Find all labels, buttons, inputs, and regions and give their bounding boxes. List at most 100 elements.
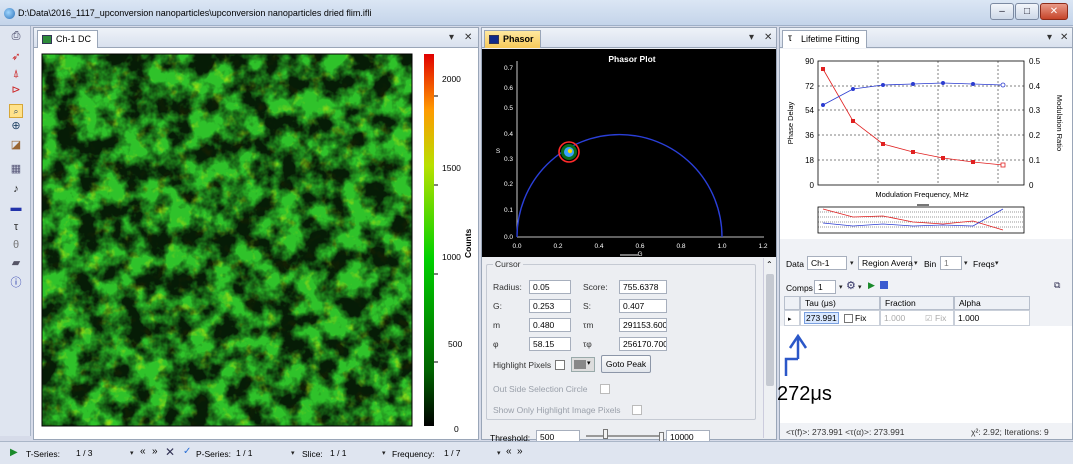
chevron-down-icon[interactable]: ▾: [914, 260, 918, 267]
settings-gear-icon[interactable]: ⚙: [846, 280, 856, 292]
pin-icon[interactable]: ▾: [449, 32, 455, 43]
tm-field[interactable]: 291153.600: [619, 318, 667, 332]
chevron-down-icon[interactable]: ▾: [839, 284, 843, 291]
row-selector[interactable]: ▸: [784, 310, 800, 326]
chevron-down-icon[interactable]: ▾: [497, 450, 501, 457]
first-icon[interactable]: «: [140, 446, 146, 457]
intensity-image[interactable]: [41, 53, 413, 427]
slice-value[interactable]: 1 / 1: [330, 448, 347, 458]
play-icon[interactable]: ▶: [868, 280, 875, 290]
score-field[interactable]: 755.6378: [619, 280, 667, 294]
alpha-column-header[interactable]: Alpha: [954, 296, 1030, 310]
tab-close-icon[interactable]: ✕: [1060, 32, 1069, 43]
data-select[interactable]: Ch-1: [807, 256, 847, 270]
region-select[interactable]: Region Avera: [858, 256, 913, 270]
tphi-field[interactable]: 256170.700: [619, 337, 667, 351]
phasor-plot[interactable]: Phasor Plot 0.7 0.6 0.5 0.4 0.3 0.2 0.1 …: [482, 49, 776, 257]
cursor-icon[interactable]: ➶: [11, 51, 21, 63]
phasor-tab-icon: [489, 35, 499, 44]
remove-icon[interactable]: ✕: [165, 445, 176, 459]
close-button[interactable]: ✕: [1040, 3, 1068, 20]
play-icon[interactable]: ▶: [10, 447, 18, 458]
cursor-groupbox: Cursor Radius: 0.05 Score: 755.6378 G: 0…: [486, 259, 756, 420]
maximize-button[interactable]: □: [1015, 3, 1039, 20]
colorbar-ticks: [434, 95, 438, 363]
colormap-icon[interactable]: ▬: [10, 202, 22, 214]
phi-field[interactable]: 58.15: [529, 337, 571, 351]
fraction-column-header[interactable]: Fraction: [880, 296, 954, 310]
highlight-pixels-checkbox[interactable]: [555, 360, 565, 370]
comps-select[interactable]: 1: [814, 280, 836, 294]
frequency-value[interactable]: 1 / 7: [444, 448, 461, 458]
x-axis-label: Modulation Frequency, MHz: [875, 190, 968, 199]
pin-icon[interactable]: ▾: [749, 32, 755, 43]
pseries-value[interactable]: 1 / 1: [236, 448, 253, 458]
threshold-slider[interactable]: [586, 435, 664, 437]
stop-icon[interactable]: [880, 281, 888, 289]
show-only-highlight-checkbox[interactable]: [632, 405, 642, 415]
tab-close-icon[interactable]: ✕: [464, 32, 473, 43]
first-icon[interactable]: «: [506, 446, 512, 457]
zoom-in-icon[interactable]: ⊕: [11, 120, 21, 132]
threshold-label: Threshold:: [490, 433, 531, 443]
last-icon[interactable]: »: [517, 446, 523, 457]
chevron-down-icon[interactable]: ▾: [858, 284, 862, 291]
copy-icon[interactable]: ⧉: [1054, 280, 1061, 290]
chevron-down-icon[interactable]: ▾: [291, 450, 295, 457]
fraction-cell[interactable]: 1.000: [884, 313, 906, 323]
phasor-scrollbar[interactable]: ⌃: [763, 258, 776, 438]
chevron-down-icon[interactable]: ▾: [850, 260, 854, 267]
tab-ch1-dc[interactable]: Ch-1 DC: [37, 30, 99, 48]
tab-lifetime-fitting[interactable]: τ Lifetime Fitting: [782, 30, 867, 48]
radius-input[interactable]: 0.05: [529, 280, 571, 294]
flag-icon[interactable]: ⊳: [11, 84, 21, 96]
y-left-tick: 18: [805, 156, 814, 165]
theta-icon[interactable]: θ: [12, 239, 20, 251]
grid-icon[interactable]: ▦: [10, 163, 22, 175]
alpha-cell[interactable]: 1.000: [954, 310, 1030, 326]
marker-icon[interactable]: ♪: [13, 183, 19, 195]
phasor-x-tick: 0.0: [512, 243, 521, 250]
m-field[interactable]: 0.480: [529, 318, 571, 332]
folder-icon[interactable]: ▰: [11, 257, 21, 269]
chevron-down-icon[interactable]: ▾: [964, 260, 968, 267]
minimize-button[interactable]: –: [990, 3, 1014, 20]
table-row: 1.000 ☑ Fix: [880, 310, 954, 326]
tau-fix-checkbox[interactable]: [844, 314, 853, 323]
outside-selection-checkbox[interactable]: [600, 384, 610, 394]
info-icon[interactable]: ⓘ: [10, 277, 22, 289]
splitter-handle[interactable]: [620, 254, 638, 256]
goto-peak-button[interactable]: Goto Peak: [601, 355, 651, 373]
last-icon[interactable]: »: [152, 446, 158, 457]
table-row: 273.991 Fix: [800, 310, 880, 326]
colorbar-tick-label: 2000: [442, 74, 461, 84]
export-icon[interactable]: ⎙: [11, 30, 21, 42]
chevron-down-icon[interactable]: ▾: [995, 260, 999, 267]
fraction-fix-checkbox[interactable]: ☑: [925, 314, 933, 323]
fitting-panel: τ Lifetime Fitting ▾ ✕ 90 72 54 36 18 0 …: [777, 27, 1073, 440]
ruler-icon[interactable]: ◪: [10, 139, 22, 151]
pulse-icon[interactable]: ⍋: [12, 68, 20, 80]
pin-icon[interactable]: ▾: [1047, 32, 1053, 43]
scroll-thumb[interactable]: [766, 274, 774, 386]
tau-icon[interactable]: τ: [13, 221, 19, 233]
tau-column-header[interactable]: Tau (μs): [800, 296, 880, 310]
cursor-circle[interactable]: [558, 141, 580, 163]
tau-cell[interactable]: 273.991: [804, 312, 839, 324]
check-icon[interactable]: ✓: [183, 446, 192, 457]
fitting-gridlines: [818, 61, 1024, 185]
chevron-down-icon[interactable]: ▾: [130, 450, 134, 457]
bin-select[interactable]: 1: [940, 256, 962, 270]
tab-close-icon[interactable]: ✕: [764, 32, 773, 43]
fitting-chart[interactable]: 90 72 54 36 18 0 0.5 0.4 0.3 0.2 0.1 0 P…: [780, 49, 1072, 239]
threshold-min-handle[interactable]: [603, 429, 608, 439]
chevron-down-icon[interactable]: ▾: [382, 450, 386, 457]
highlight-color-picker[interactable]: ▾: [571, 357, 595, 372]
scroll-up-icon[interactable]: ⌃: [766, 260, 773, 269]
g-field[interactable]: 0.253: [529, 299, 571, 313]
s-field[interactable]: 0.407: [619, 299, 667, 313]
tab-phasor[interactable]: Phasor: [484, 30, 541, 48]
average-lifetime-readout: <τ(f)>: 273.991 <τ(α)>: 273.991: [786, 427, 905, 437]
zoom-icon[interactable]: ⌕: [9, 104, 23, 118]
tseries-value[interactable]: 1 / 3: [76, 448, 93, 458]
